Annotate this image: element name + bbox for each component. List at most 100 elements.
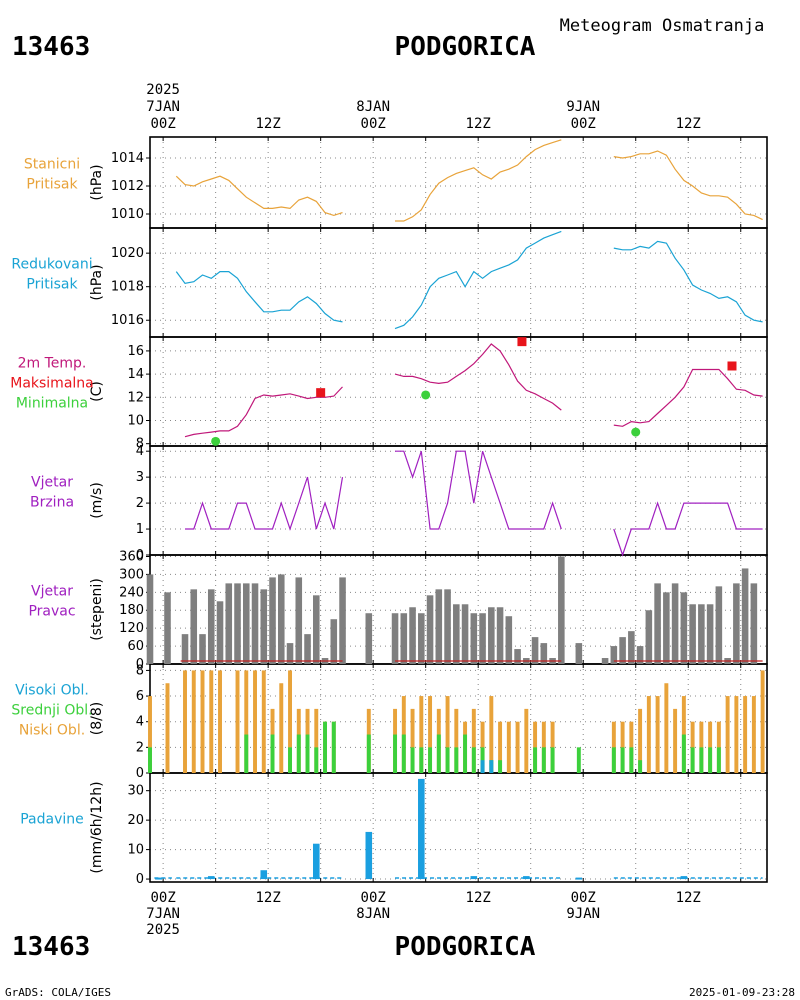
wind-dir-bar	[295, 577, 303, 664]
y-tick-label: 3	[136, 470, 144, 485]
mid-cloud-bar	[244, 734, 249, 773]
wind-dir-bar	[365, 613, 373, 664]
timestamp: 2025-01-09-23:28	[689, 986, 795, 999]
min-temp-marker	[211, 436, 221, 446]
top-time-label: 00Z	[150, 116, 175, 132]
y-tick-label: 360	[119, 549, 144, 564]
wind-dir-bar	[242, 583, 250, 664]
panel-precip: 0 10 20 30 (mm/6h/12h) Padavine	[20, 772, 768, 887]
wind-speed-line	[613, 501, 763, 557]
y-tick-label: 120	[119, 621, 144, 636]
low-cloud-bar	[734, 696, 739, 773]
wind-dir-bar	[234, 583, 241, 664]
low-cloud-bar	[515, 721, 520, 773]
wind-dir-bar	[488, 607, 495, 664]
mid-cloud-bar	[419, 747, 424, 773]
y-tick-label: 1010	[111, 207, 144, 222]
panel-label: Redukovani	[11, 257, 92, 273]
wind-dir-bar	[251, 583, 259, 664]
wind-dir-bar	[330, 619, 338, 664]
top-time-label: 00Z	[571, 116, 596, 132]
y-tick-label: 0	[136, 657, 144, 672]
wind-dir-bar	[216, 601, 224, 664]
y-tick-label: 1	[136, 522, 144, 537]
y-tick-label: 12	[127, 390, 144, 405]
y-tick-label: 1016	[111, 313, 144, 328]
mid-cloud-bar	[541, 747, 546, 773]
precip-bar	[207, 876, 215, 880]
panel-stn_pressure: 1010 1012 1014 (hPa) Stanicni Pritisak	[24, 136, 768, 229]
y-tick-label: 8	[136, 663, 144, 678]
precip-bar	[155, 877, 163, 880]
mid-cloud-bar	[148, 747, 152, 773]
temp-line	[613, 368, 763, 427]
low-cloud-bar	[428, 696, 433, 773]
y-tick-label: 180	[119, 603, 144, 618]
wind-dir-bar	[750, 583, 758, 664]
mid-cloud-bar	[314, 747, 319, 773]
unit-label: (hPa)	[89, 264, 105, 300]
low-cloud-bar	[183, 670, 187, 773]
y-tick-label: 30	[127, 784, 144, 799]
precip-bar	[680, 876, 688, 880]
y-tick-label: 0	[136, 766, 144, 781]
mid-cloud-bar	[638, 760, 643, 773]
mid-cloud-bar	[305, 734, 310, 773]
mid-cloud-bar	[498, 760, 503, 773]
reduced-pressure-line	[394, 230, 562, 330]
panel-red_pressure: 1016 1018 1020 (hPa)Redukovani Pritisak	[11, 227, 768, 338]
footer-station-id: 13463	[12, 932, 90, 962]
wind-dir-bar	[181, 634, 189, 664]
y-tick-label: 4	[136, 715, 144, 730]
low-cloud-bar	[524, 708, 529, 773]
low-cloud-bar	[480, 721, 485, 773]
top-time-label: 12Z	[256, 116, 281, 132]
low-cloud-bar	[165, 683, 170, 773]
wind-dir-bar	[470, 613, 478, 664]
wind-dir-bar	[715, 586, 723, 664]
low-cloud-bar	[638, 708, 643, 773]
bottom-time-label: 12Z	[256, 890, 281, 906]
wind-dir-bar	[453, 604, 460, 664]
y-tick-label: 20	[127, 813, 144, 828]
wind-dir-bar	[409, 607, 416, 664]
wind-dir-bar	[741, 568, 749, 664]
wind-dir-bar	[654, 583, 661, 664]
low-cloud-bar	[673, 708, 678, 773]
mid-cloud-bar	[533, 747, 538, 773]
mid-cloud-bar	[576, 747, 581, 773]
panel-wind_speed: 0 1 2 3 4 (m/s) Vjetar Brzina	[30, 444, 768, 563]
panel-clouds: 0 2 4 6 8 (8/8)Visoki Obl. Srednji Obl. Niski O…	[11, 663, 768, 781]
wind-dir-bar	[426, 595, 434, 664]
wind-dir-bar	[207, 589, 215, 664]
mid-cloud-bar	[681, 734, 686, 773]
unit-label: (mm/6h/12h)	[89, 781, 105, 873]
wind-dir-bar	[391, 613, 399, 664]
y-tick-label: 1014	[111, 151, 144, 166]
station-id: 13463	[12, 32, 90, 62]
low-cloud-bar	[200, 670, 205, 773]
low-cloud-bar	[611, 721, 616, 773]
low-cloud-bar	[419, 696, 424, 773]
low-cloud-bar	[646, 696, 651, 773]
wind-dir-bar	[671, 583, 679, 664]
top-time-label: 7JAN	[146, 99, 180, 115]
top-time-label: 00Z	[361, 116, 386, 132]
mid-cloud-bar	[471, 747, 476, 773]
bottom-time-label: 7JAN	[146, 906, 180, 922]
wind-dir-bar	[698, 604, 705, 664]
panel-label: Padavine	[20, 812, 84, 828]
low-cloud-bar	[751, 696, 756, 773]
low-cloud-bar	[235, 670, 240, 773]
precip-bar	[523, 876, 530, 880]
y-tick-label: 1018	[111, 280, 144, 295]
low-cloud-bar	[445, 696, 450, 773]
panel-label: Vjetar	[31, 475, 73, 491]
y-tick-label: 240	[119, 585, 144, 600]
temp-line	[394, 343, 562, 411]
wind-dir-bar	[733, 583, 740, 664]
mid-cloud-bar	[611, 747, 616, 773]
wind-dir-bar	[479, 613, 486, 664]
wind-dir-bar	[444, 589, 451, 664]
wind-dir-bar	[461, 604, 469, 664]
